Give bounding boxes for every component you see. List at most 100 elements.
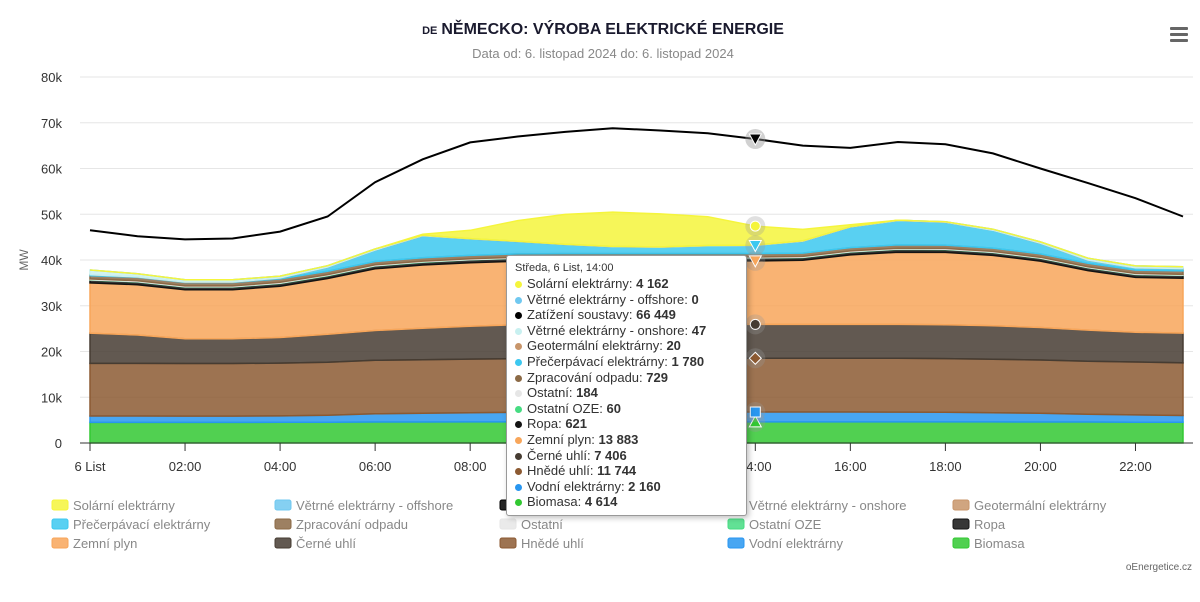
legend-swatch — [51, 518, 69, 530]
legend-label: Vodní elektrárny — [749, 536, 843, 551]
tooltip-label: Ostatní: — [527, 385, 577, 401]
tooltip-label: Biomasa: — [527, 494, 585, 510]
menu-icon-bar — [1170, 27, 1188, 30]
chart-menu-button[interactable] — [1170, 27, 1188, 43]
tooltip-label: Větrné elektrárny - onshore: — [527, 322, 692, 338]
x-tick-label: 14:00 — [739, 459, 772, 474]
tooltip-value: 621 — [565, 416, 588, 432]
legend-item-ropa[interactable]: Ropa — [952, 517, 1006, 532]
y-tick-label: 40k — [41, 253, 62, 268]
legend-item-solarni-elektrarny[interactable]: Solární elektrárny — [51, 498, 175, 513]
chart-title-text: NĚMECKO: VÝROBA ELEKTRICKÉ ENERGIE — [441, 19, 784, 38]
tooltip-label: Přečerpávací elektrárny: — [527, 353, 672, 369]
tooltip-dot — [515, 452, 522, 460]
y-tick-label: 30k — [41, 299, 62, 314]
legend-label: Biomasa — [974, 536, 1025, 551]
legend-item-vetrne-elektrarny-onshore[interactable]: Větrné elektrárny - onshore — [727, 498, 907, 513]
marker-zemni — [748, 255, 763, 268]
credit-text[interactable]: oEnergetice.cz — [1126, 562, 1192, 573]
legend-item-ostatni[interactable]: Ostatní — [499, 517, 563, 532]
tooltip-label: Zatížení soustavy: — [527, 307, 637, 323]
tooltip-value: 47 — [691, 322, 707, 338]
tooltip-dot — [515, 468, 522, 476]
marker-biomasa — [748, 414, 763, 428]
tooltip-row-biomasa: Biomasa: 4 614 — [515, 494, 738, 510]
x-tick-label: 16:00 — [834, 459, 867, 474]
legend-label: Ostatní OZE — [749, 517, 822, 532]
tooltip-header: Středa, 6 List, 14:00 — [515, 262, 614, 274]
tooltip-row-zemni-plyn: Zemní plyn: 13 883 — [515, 432, 738, 448]
legend-item-ostatni-oze[interactable]: Ostatní OZE — [727, 517, 822, 532]
tooltip-value: 60 — [606, 400, 621, 416]
legend-label: Zemní plyn — [73, 536, 137, 551]
legend-swatch — [727, 518, 745, 530]
tooltip-row-vodni-elektrarny: Vodní elektrárny: 2 160 — [515, 479, 738, 495]
tooltip-dot — [515, 390, 522, 398]
legend-label: Zpracování odpadu — [296, 517, 408, 532]
tooltip-dot — [515, 359, 522, 367]
area-solarni[interactable] — [89, 211, 1184, 281]
tooltip-dot — [515, 405, 522, 413]
legend-swatch — [499, 537, 517, 549]
tooltip-value: 20 — [666, 338, 681, 354]
legend-swatch — [952, 518, 970, 530]
load-line[interactable] — [89, 127, 1184, 241]
x-tick-label: 18:00 — [929, 459, 962, 474]
legend-item-vetrne-elektrarny-offshore[interactable]: Větrné elektrárny - offshore — [274, 498, 453, 513]
y-tick-label: 20k — [41, 345, 62, 360]
legend-item-vodni-elektrarny[interactable]: Vodní elektrárny — [727, 536, 843, 551]
hover-markers — [745, 128, 766, 432]
y-tick-label: 0 — [55, 436, 62, 451]
tooltip-row-vetrne-elektrarny-offshore: Větrné elektrárny - offshore: 0 — [515, 292, 738, 308]
x-tick-label: 22:00 — [1119, 459, 1152, 474]
y-tick-label: 80k — [41, 70, 62, 85]
tooltip-value: 1 780 — [671, 353, 705, 369]
legend-item-biomasa[interactable]: Biomasa — [952, 536, 1025, 551]
tooltip-value: 4 162 — [636, 276, 669, 291]
chart-title: DE NĚMECKO: VÝROBA ELEKTRICKÉ ENERGIE — [422, 19, 784, 38]
legend-item-cerne-uhli[interactable]: Černé uhlí — [274, 536, 356, 551]
x-tick-label: 02:00 — [169, 459, 202, 474]
tooltip-dot — [515, 327, 522, 335]
marker-load — [748, 133, 763, 147]
legend-item-zemni-plyn[interactable]: Zemní plyn — [51, 536, 137, 551]
legend-label: Přečerpávací elektrárny — [73, 517, 211, 532]
tooltip-label: Zemní plyn: — [527, 431, 599, 447]
legend-swatch — [274, 518, 292, 530]
tooltip-value: 0 — [691, 291, 699, 307]
legend-item-hnede-uhli[interactable]: Hnědé uhlí — [499, 536, 584, 551]
tooltip-value: 7 406 — [594, 447, 627, 463]
tooltip-row-precerpavaci-elektrarny: Přečerpávací elektrárny: 1 780 — [515, 354, 738, 370]
x-tick-label: 20:00 — [1024, 459, 1057, 474]
legend-swatch — [952, 499, 970, 511]
legend-item-zpracovani-odpadu[interactable]: Zpracování odpadu — [274, 517, 408, 532]
tooltip-dot — [515, 499, 522, 507]
tooltip-label: Geotermální elektrárny: — [527, 338, 667, 354]
marker-vodni — [749, 406, 761, 418]
y-tick-label: 10k — [41, 390, 62, 405]
legend-item-geotermalni-elektrarny[interactable]: Geotermální elektrárny — [952, 498, 1107, 513]
tooltip-value: 66 449 — [636, 307, 676, 323]
menu-icon-bar — [1170, 39, 1188, 42]
tooltip-row-zatizeni-soustavy: Zatížení soustavy: 66 449 — [515, 307, 738, 323]
legend-label: Černé uhlí — [296, 536, 356, 551]
tooltip: Středa, 6 List, 14:00 Solární elektrárny… — [506, 255, 747, 516]
legend-label: Solární elektrárny — [73, 498, 175, 513]
legend-swatch — [274, 537, 292, 549]
tooltip-rows: Solární elektrárny: 4 162 Větrné elektrár… — [515, 276, 738, 510]
tooltip-row-vetrne-elektrarny-onshore: Větrné elektrárny - onshore: 47 — [515, 323, 738, 339]
x-tick-label: 06:00 — [359, 459, 392, 474]
y-tick-label: 70k — [41, 116, 62, 131]
tooltip-dot — [515, 421, 522, 429]
tooltip-value: 11 744 — [597, 463, 637, 479]
marker-precerpavaci — [748, 239, 763, 253]
legend-label: Větrné elektrárny - offshore — [296, 498, 453, 513]
tooltip-dot — [515, 296, 522, 304]
tooltip-row-ostatni-oze: Ostatní OZE: 60 — [515, 401, 738, 417]
legend-item-precerpavaci-elektrarny[interactable]: Přečerpávací elektrárny — [51, 517, 211, 532]
x-tick-label: 6 List — [74, 459, 105, 474]
tooltip-dot — [515, 281, 522, 289]
legend-swatch — [51, 499, 69, 511]
tooltip-dot — [515, 437, 522, 444]
